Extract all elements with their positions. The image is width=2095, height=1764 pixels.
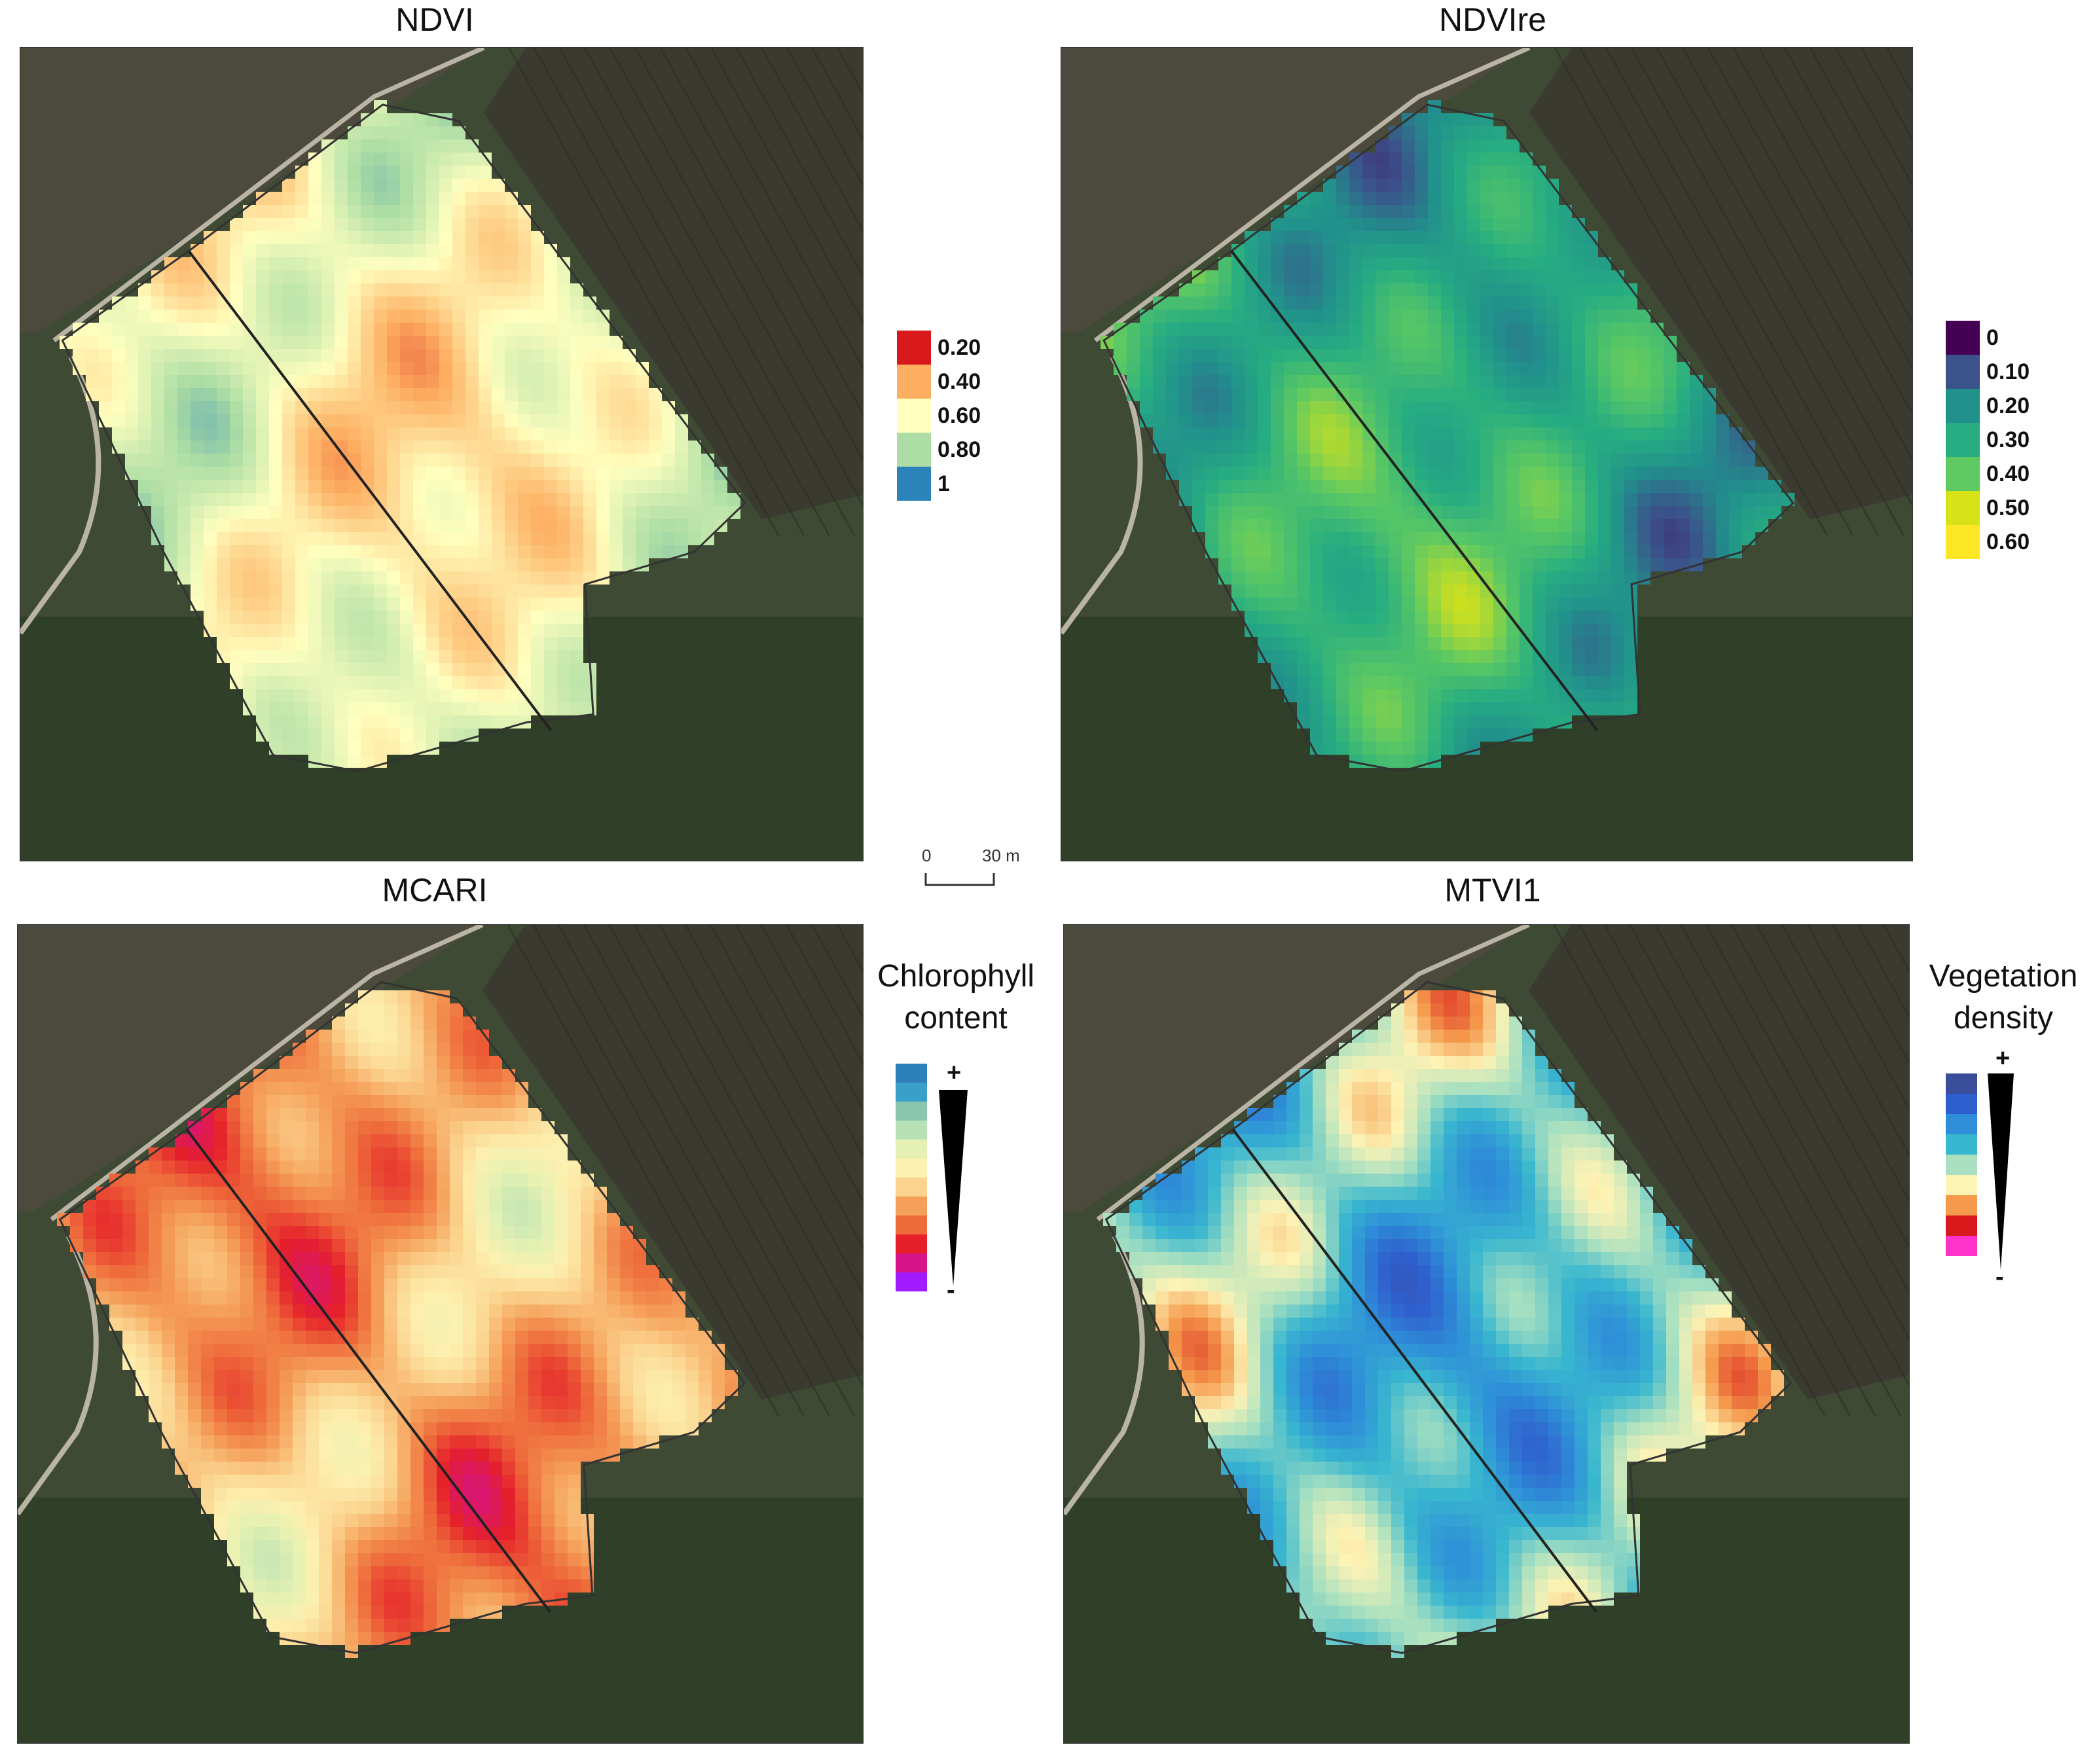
- legend-plus: +: [947, 1059, 962, 1087]
- legend-swatch-ndvire-2: [1946, 355, 1980, 389]
- panel-title-mcari: MCARI: [382, 872, 488, 909]
- wedge-icon: [1988, 1073, 2014, 1270]
- legend-label: 0.60: [1986, 529, 2030, 554]
- legend-label: 0.50: [1986, 495, 2030, 520]
- legend-ramp-swatch: [1946, 1094, 1977, 1114]
- legend-ramp-swatch: [1946, 1134, 1977, 1155]
- legend-label: 0.30: [1986, 427, 2030, 452]
- legend-ramp-swatch: [1946, 1175, 1977, 1195]
- legend-minus: -: [1995, 1263, 2004, 1291]
- legend-ramp-swatch: [1946, 1073, 1977, 1094]
- heatmap-cells: [1103, 990, 1784, 1658]
- legend-label: 0.60: [938, 403, 981, 428]
- map-mcari: [17, 924, 864, 1744]
- legend-swatch-ndvi-1: [897, 331, 931, 365]
- legend-ramp-swatch: [896, 1197, 927, 1215]
- legend-ramp-swatch: [896, 1234, 927, 1253]
- heatmap-cells: [57, 990, 738, 1658]
- map-ndvi: [20, 47, 864, 861]
- legend-swatch-ndvire-1: [1946, 321, 1980, 355]
- wedge-icon: [939, 1090, 968, 1286]
- heatmap-cells: [1101, 100, 1794, 768]
- legend-label: 0.10: [1986, 359, 2030, 384]
- legend-label: 0.40: [938, 369, 981, 394]
- panel-title-ndvire: NDVIre: [1439, 1, 1546, 38]
- legend-ramp-swatch: [896, 1102, 927, 1121]
- legend-ramp-swatch: [896, 1215, 927, 1234]
- legend-plus: +: [1995, 1045, 2011, 1072]
- legend-ramp-swatch: [1946, 1195, 1977, 1215]
- legend-swatch-ndvire-5: [1946, 457, 1980, 491]
- map-canvas: [20, 48, 863, 861]
- legend-minus: -: [947, 1276, 955, 1304]
- legend-ramp-swatch: [896, 1253, 927, 1272]
- legend-swatch-ndvi-4: [897, 433, 931, 467]
- legend-label: 0.20: [1986, 393, 2030, 418]
- map-canvas: [1061, 48, 1912, 861]
- legend-swatch-ndvi-3: [897, 399, 931, 433]
- legend-ramp-swatch: [896, 1178, 927, 1197]
- legend-swatch-ndvire-4: [1946, 423, 1980, 457]
- legend-label: 0.20: [938, 334, 981, 360]
- legend-swatch-ndvire-3: [1946, 389, 1980, 423]
- scalebar-zero: 0: [922, 846, 932, 865]
- legend-ramp-swatch: [896, 1121, 927, 1140]
- legend-label: 0.80: [938, 437, 981, 462]
- legend-ramp-swatch: [896, 1064, 927, 1083]
- map-canvas: [18, 925, 863, 1743]
- scalebar: [924, 873, 995, 886]
- legend-label: 0: [1986, 325, 1999, 350]
- panel-title-ndvi: NDVI: [395, 1, 474, 38]
- legend-swatch-ndvi-5: [897, 467, 931, 501]
- legend-title-mcari: Chlorophyll content: [858, 956, 1054, 1039]
- legend-title-line: Chlorophyll: [877, 959, 1035, 994]
- heatmap-cells: [60, 100, 740, 768]
- legend-ramp-swatch: [896, 1159, 927, 1178]
- legend-ramp-swatch: [1946, 1114, 1977, 1134]
- legend-ramp-swatch: [896, 1272, 927, 1291]
- legend-ramp-swatch: [1946, 1215, 1977, 1236]
- legend-title-line: density: [1953, 1001, 2054, 1035]
- legend-title-mtvi1: Vegetation density: [1912, 956, 2095, 1039]
- legend-swatch-ndvire-6: [1946, 491, 1980, 525]
- legend-swatch-ndvi-2: [897, 365, 931, 399]
- legend-ramp-swatch: [896, 1140, 927, 1159]
- scalebar-end: 30 m: [982, 846, 1020, 865]
- legend-label: 0.40: [1986, 461, 2030, 486]
- map-canvas: [1064, 925, 1909, 1743]
- legend-ramp-swatch: [1946, 1236, 1977, 1256]
- legend-swatch-ndvire-7: [1946, 525, 1980, 559]
- legend-title-line: content: [904, 1001, 1008, 1035]
- panel-title-mtvi1: MTVI1: [1444, 872, 1541, 909]
- map-mtvi1: [1063, 924, 1910, 1744]
- legend-label: 1: [938, 471, 950, 496]
- legend-ramp-swatch: [896, 1083, 927, 1102]
- legend-ramp-swatch: [1946, 1155, 1977, 1175]
- legend-title-line: Vegetation: [1929, 959, 2078, 994]
- map-ndvire: [1061, 47, 1913, 861]
